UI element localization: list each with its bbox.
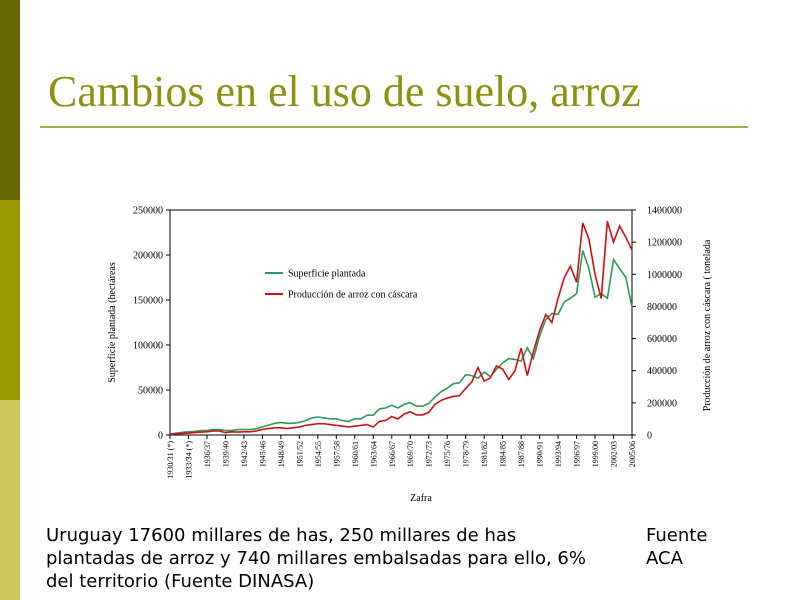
x-axis-label: Zafra — [410, 493, 432, 504]
slide-title: Cambios en el uso de suelo, arroz — [48, 67, 641, 116]
data-line — [169, 221, 633, 435]
x-tick-label: 1987/88 — [517, 441, 526, 467]
x-tick-label: 1933/34 (*) — [184, 441, 193, 479]
stripe — [0, 0, 20, 200]
x-tick-label: 1936/37 — [203, 441, 212, 467]
x-tick-label: 1963/64 — [369, 441, 378, 467]
y-tick-label: 250000 — [133, 206, 163, 217]
x-tick-label: 1960/61 — [351, 441, 360, 467]
stripe — [0, 400, 20, 600]
legend-label: Producción de arroz con cáscara — [288, 290, 418, 301]
y-tick-label: 100000 — [133, 341, 163, 352]
x-tick-label: 1993/94 — [554, 441, 563, 467]
x-tick-label: 1942/43 — [240, 441, 249, 467]
y2-tick-label: 1200000 — [647, 238, 682, 249]
y2-tick-label: 1000000 — [647, 270, 682, 281]
chart: 0 50000 100000 150000 200000 250000 0 200000 400… — [107, 206, 713, 505]
source: Fuente ACA — [646, 525, 708, 569]
x-tick-label: 1957/58 — [332, 441, 341, 467]
y-tick-label: 50000 — [138, 386, 163, 397]
y-tick-label: 150000 — [133, 296, 163, 307]
x-tick-label: 1990/91 — [536, 441, 545, 467]
y2-tick-label: 800000 — [647, 302, 677, 313]
x-tick-label: 1939/40 — [221, 441, 230, 467]
y-axis-label: Superficie plantada (hectáreas — [107, 262, 118, 383]
x-tick-label: 1945/46 — [258, 441, 267, 467]
y2-tick-label: 1400000 — [647, 206, 682, 217]
y-tick-label: 200000 — [133, 251, 163, 262]
x-tick-label: 1930/31 (*) — [166, 441, 175, 479]
x-tick-label: 1981/82 — [480, 441, 489, 467]
x-tick-label: 1951/52 — [295, 441, 304, 467]
x-tick-label: 1969/70 — [406, 441, 415, 467]
x-tick-label: 1999/00 — [591, 441, 600, 467]
y2-tick-label: 600000 — [647, 334, 677, 345]
y2-axis-label: Producción de arroz con cáscara ( tonela… — [702, 239, 713, 411]
y2-tick-label: 400000 — [647, 366, 677, 377]
data-line — [169, 250, 633, 435]
y-tick-label: 0 — [158, 431, 163, 442]
caption-box: Uruguay 17600 millares de has, 250 milla… — [46, 525, 586, 592]
x-tick-label: 1948/49 — [277, 441, 286, 467]
x-tick-label: 1996/97 — [573, 441, 582, 467]
x-tick-label: 1984/85 — [499, 441, 508, 467]
x-tick-label: 1954/55 — [314, 441, 323, 467]
x-tick-label: 2005/06 — [628, 441, 637, 467]
stripe — [0, 200, 20, 400]
y2-tick-label: 200000 — [647, 398, 677, 409]
x-tick-label: 1972/73 — [425, 441, 434, 467]
x-tick-label: 1975/76 — [443, 441, 452, 467]
legend-label: Superficie plantada — [288, 269, 366, 280]
y2-tick-label: 0 — [647, 431, 652, 442]
x-tick-label: 1966/67 — [388, 441, 397, 467]
plot-frame — [169, 209, 633, 436]
source-box: Fuente ACA — [646, 525, 708, 569]
x-tick-label: 1978/79 — [462, 441, 471, 467]
caption: Uruguay 17600 millares de has, 250 milla… — [46, 525, 586, 592]
x-tick-label: 2002/03 — [610, 441, 619, 467]
